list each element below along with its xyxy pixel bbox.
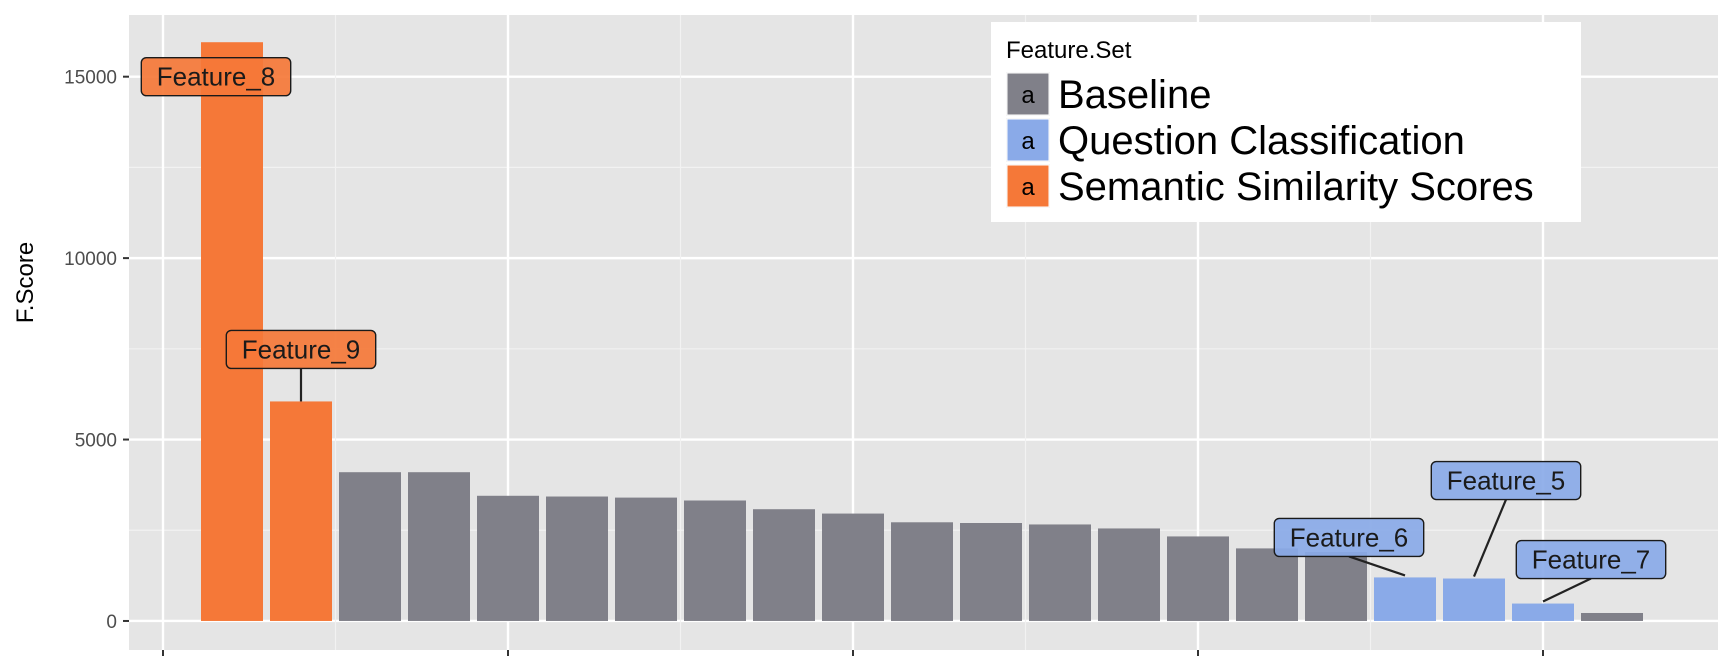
legend-title: Feature.Set <box>1006 37 1132 64</box>
legend-key-swatch <box>1006 72 1050 116</box>
legend-label: Question Classification <box>1058 119 1465 163</box>
bar <box>1167 536 1229 621</box>
bar <box>1029 524 1091 621</box>
bar <box>753 509 815 621</box>
legend-key-glyph: a <box>1021 174 1035 201</box>
legend-label: Semantic Similarity Scores <box>1058 165 1534 209</box>
callout-box <box>1515 539 1667 580</box>
y-tick-label: 15000 <box>64 68 117 89</box>
bar <box>1374 577 1436 621</box>
bar <box>1581 612 1643 621</box>
callout-box <box>1430 460 1582 501</box>
bar <box>1443 578 1505 621</box>
callout-label: Feature_5 <box>1447 466 1566 496</box>
bar <box>822 513 884 621</box>
bar <box>1236 548 1298 621</box>
bar <box>339 472 401 621</box>
callout-label: Feature_8 <box>157 62 276 92</box>
bar <box>1098 528 1160 621</box>
bar <box>891 522 953 621</box>
legend-key-swatch <box>1006 118 1050 162</box>
callout-connector <box>1348 555 1406 577</box>
bar <box>615 497 677 621</box>
legend-key-glyph: a <box>1021 128 1035 155</box>
bar <box>1305 552 1367 621</box>
y-tick-label: 0 <box>106 612 117 633</box>
legend-box <box>991 22 1581 222</box>
callout-label: Feature_6 <box>1290 522 1409 552</box>
callout-box <box>1273 517 1425 558</box>
bar <box>270 401 332 621</box>
legend-key-glyph: a <box>1021 82 1035 109</box>
callout-label: Feature_7 <box>1532 545 1651 575</box>
callout-box <box>140 56 292 97</box>
callout-label: Feature_9 <box>242 334 361 364</box>
legend-label: Baseline <box>1058 73 1211 117</box>
y-tick-label: 10000 <box>64 249 117 270</box>
bar <box>1512 603 1574 621</box>
callout-connector <box>1472 499 1508 577</box>
bar <box>408 472 470 621</box>
bar <box>960 523 1022 621</box>
callout-box <box>225 329 377 370</box>
bar <box>684 500 746 621</box>
bar <box>477 495 539 621</box>
bar <box>546 496 608 621</box>
y-axis-title: F.Score <box>12 242 39 323</box>
y-tick-label: 5000 <box>75 431 117 452</box>
legend-key-swatch <box>1006 164 1050 208</box>
callout-connector <box>1542 577 1592 603</box>
